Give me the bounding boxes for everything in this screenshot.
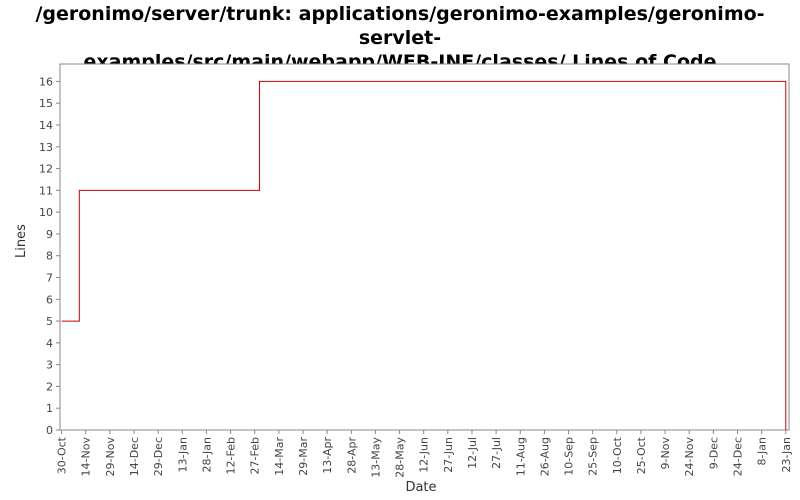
x-tick-label: 28-Jan xyxy=(200,437,213,473)
x-tick-label: 9-Nov xyxy=(659,437,672,470)
x-tick-label: 27-Feb xyxy=(249,437,262,474)
x-tick-label: 24-Dec xyxy=(732,437,745,476)
plot-area xyxy=(59,63,790,431)
x-tick-label: 14-Nov xyxy=(80,437,93,477)
x-tick-label: 12-Feb xyxy=(225,437,238,474)
x-tick-label: 9-Dec xyxy=(707,437,720,469)
y-tick-label: 15 xyxy=(39,97,53,110)
y-tick-label: 1 xyxy=(46,402,53,415)
y-tick-label: 5 xyxy=(46,315,53,328)
y-tick-label: 10 xyxy=(39,206,53,219)
y-tick-label: 11 xyxy=(39,184,53,197)
x-axis-title: Date xyxy=(405,480,436,495)
chart-title-line-1: /geronimo/server/trunk: applications/ger… xyxy=(35,3,765,49)
x-tick-label: 12-Jun xyxy=(418,437,431,473)
y-tick-label: 0 xyxy=(46,424,53,437)
series-line xyxy=(61,80,787,430)
x-tick-label: 13-Apr xyxy=(321,437,334,474)
y-tick-label: 16 xyxy=(39,75,53,88)
x-tick-label: 8-Jan xyxy=(756,437,769,466)
x-tick-label: 26-Aug xyxy=(538,437,551,476)
y-axis-title: Lines xyxy=(14,224,29,258)
x-tick-label: 24-Nov xyxy=(683,437,696,477)
x-tick-label: 30-Oct xyxy=(56,436,69,474)
x-tick-label: 13-Jan xyxy=(176,437,189,473)
y-tick-label: 6 xyxy=(46,293,53,306)
x-tick-label: 14-Mar xyxy=(273,437,286,476)
x-tick-label: 25-Oct xyxy=(635,436,648,474)
x-tick-label: 28-Apr xyxy=(345,437,358,474)
y-tick-label: 3 xyxy=(46,359,53,372)
x-tick-label: 11-Aug xyxy=(514,437,527,476)
y-tick-label: 9 xyxy=(46,228,53,241)
x-tick-label: 10-Oct xyxy=(611,436,624,474)
x-tick-label: 27-Jun xyxy=(442,437,455,473)
x-tick-label: 23-Jan xyxy=(780,437,793,473)
x-tick-label: 27-Jul xyxy=(490,437,503,469)
y-tick-label: 4 xyxy=(46,337,53,350)
x-tick-label: 29-Nov xyxy=(104,437,117,477)
x-tick-label: 28-May xyxy=(394,437,407,478)
plot-border xyxy=(59,63,790,431)
x-axis: 30-Oct 14-Nov 29-Nov 14-Dec 29-Dec 13-Jan 28-J… xyxy=(56,430,793,478)
x-tick-label: 10-Sep xyxy=(563,437,576,476)
x-tick-label: 29-Mar xyxy=(297,437,310,476)
x-tick-label: 14-Dec xyxy=(128,437,141,476)
x-tick-label: 25-Sep xyxy=(587,437,600,476)
series-group xyxy=(61,80,787,430)
y-tick-label: 2 xyxy=(46,380,53,393)
y-tick-label: 7 xyxy=(46,272,53,285)
y-tick-label: 13 xyxy=(39,141,53,154)
y-tick-label: 14 xyxy=(39,119,53,132)
x-tick-label: 29-Dec xyxy=(152,437,165,476)
y-tick-label: 12 xyxy=(39,163,53,176)
y-tick-label: 8 xyxy=(46,250,53,263)
x-tick-label: 12-Jul xyxy=(466,437,479,469)
x-tick-label: 13-May xyxy=(369,437,382,478)
